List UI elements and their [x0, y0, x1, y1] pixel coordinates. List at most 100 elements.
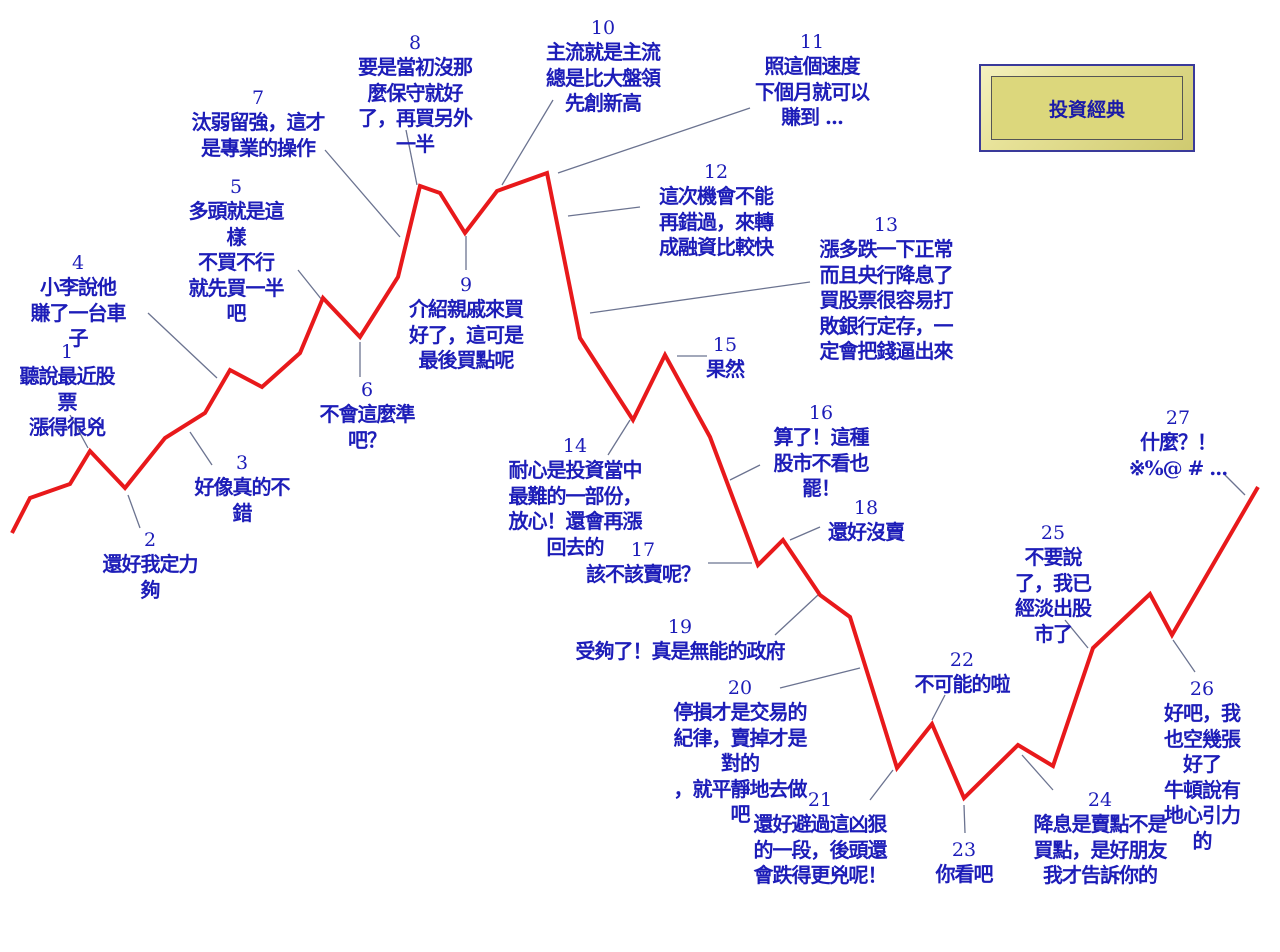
- annotation-text-line: 停損才是交易的: [673, 700, 808, 724]
- title-button-label: 投資經典: [1048, 98, 1125, 121]
- annotation-text-line: 耐心是投資當中: [508, 458, 643, 482]
- annotation-text-line: 的一段，後頭還: [753, 837, 888, 862]
- annotation-text-line: 市了: [1034, 621, 1073, 646]
- annotation-number: 18: [853, 497, 879, 519]
- leader-line-21: [869, 769, 894, 801]
- annotation-text-line: 降息是賣點不是: [1033, 812, 1168, 836]
- annotation-text-line: 這次機會不能: [659, 184, 774, 208]
- annotation-number: 26: [1189, 678, 1215, 700]
- annotation-text-line: 就先買一半: [188, 275, 285, 300]
- annotation-text-line: 回去的: [546, 534, 605, 559]
- annotation-21: 21 還好避過這凶狠 的一段，後頭還 會跌得更兇呢！: [753, 788, 888, 889]
- leader-line-4: [147, 312, 218, 379]
- annotation-text-line: 地心引力: [1164, 803, 1241, 827]
- annotation-number: 17: [630, 539, 656, 561]
- annotation-text-line: 買點，是好朋友: [1033, 837, 1168, 862]
- annotation-text-line: 不可能的啦: [914, 672, 1011, 696]
- annotation-number: 12: [703, 161, 729, 183]
- annotation-text-line: 要是當初沒那: [358, 55, 473, 79]
- annotation-10: 10 主流就是主流 總是比大盤領 先創新高: [546, 16, 661, 117]
- annotation-text-line: 放心！還會再漲: [508, 509, 643, 533]
- leader-line-26: [1172, 639, 1196, 673]
- annotation-23: 23 你看吧: [935, 838, 994, 888]
- annotation-text-line: 什麼？！: [1140, 430, 1217, 454]
- annotation-text-line: 聽說最近股: [19, 364, 116, 388]
- annotation-number: 10: [590, 17, 616, 39]
- annotation-text-line: 買股票很容易打: [819, 288, 954, 312]
- annotation-text-line: 的: [1192, 828, 1213, 853]
- annotation-text-line: 不會這麼準: [319, 402, 416, 426]
- annotation-number: 9: [459, 274, 473, 296]
- annotation-text-line: ※%@ # ...: [1128, 455, 1228, 480]
- annotation-text-line: 漲多跌一下正常: [819, 237, 954, 261]
- annotation-text-line: 受夠了！真是無能的政府: [575, 639, 786, 663]
- annotation-text-line: 一半: [396, 131, 435, 156]
- annotation-6: 6 不會這麼準 吧？: [319, 378, 416, 453]
- annotation-number: 15: [712, 334, 738, 356]
- annotation-1: 1 聽說最近股票漲得很兇: [19, 340, 116, 441]
- annotation-text-line: ，就平靜地去做: [673, 776, 808, 801]
- annotation-text-line: 夠: [140, 577, 161, 602]
- annotation-26: 26 好吧，我 也空幾張 好了 牛頓說有 地心引力的: [1164, 677, 1241, 854]
- leader-line-5: [297, 269, 323, 301]
- annotation-text-line: 還好我定力: [102, 552, 199, 576]
- annotation-text-line: 股市不看也: [773, 450, 870, 475]
- title-button[interactable]: 投資經典: [979, 64, 1195, 152]
- annotation-15: 15 果然: [706, 333, 745, 383]
- leader-line-24: [1021, 754, 1054, 791]
- annotation-text-line: 票: [57, 389, 78, 414]
- annotation-11: 11 照這個速度 下個月就可以 賺到 ...: [755, 30, 870, 131]
- leader-line-1: [69, 414, 89, 449]
- leader-line-10: [501, 99, 554, 186]
- annotation-text-line: 成融資比較快: [659, 235, 774, 259]
- annotation-text-line: 吧: [226, 301, 247, 325]
- annotation-text-line: 對的: [721, 751, 760, 775]
- annotation-number: 25: [1040, 522, 1066, 544]
- annotation-number: 23: [951, 839, 977, 861]
- annotation-text-line: 好了: [1183, 752, 1222, 776]
- annotation-text-line: 麼保守就好: [367, 80, 464, 105]
- leader-line-27: [1224, 474, 1246, 496]
- annotation-12: 12 這次機會不能 再錯過，來轉 成融資比較快: [659, 160, 774, 261]
- annotation-text-line: 再錯過，來轉: [659, 209, 774, 234]
- annotation-24: 24 降息是賣點不是 買點，是好朋友 我才告訴你的: [1033, 788, 1168, 889]
- annotation-18: 18 還好沒賣: [828, 496, 905, 546]
- annotation-number: 4: [71, 252, 85, 274]
- annotation-16: 16 算了！這種 股市不看也 罷！: [773, 401, 870, 502]
- annotation-text-line: 你看吧: [935, 862, 994, 886]
- annotation-25: 25 不要說 了，我已 經淡出股 市了: [1015, 521, 1092, 647]
- annotation-text-line: 賺了一台車: [30, 300, 127, 325]
- annotation-text-line: 好了，這可是: [409, 322, 524, 347]
- leader-line-11: [557, 107, 751, 174]
- annotation-text-line: 最難的一部份，: [508, 483, 643, 508]
- annotation-22: 22 不可能的啦: [914, 648, 1011, 698]
- annotation-14: 14 耐心是投資當中 最難的一部份， 放心！還會再漲 回去的: [508, 434, 643, 560]
- annotation-number: 24: [1087, 789, 1113, 811]
- annotation-text-line: 小李說他: [40, 275, 117, 299]
- annotation-text-line: 樣: [226, 224, 247, 249]
- annotation-text-line: 了，我已: [1015, 570, 1092, 595]
- annotation-17: 17 該不該賣呢？: [586, 538, 701, 588]
- leader-line-14: [607, 419, 631, 456]
- annotation-text-line: 還好避過這凶狠: [753, 812, 888, 836]
- annotation-20: 20 停損才是交易的 紀律，賣掉才是 對的 ，就平靜地去做吧: [673, 676, 808, 828]
- annotation-text-line: 照這個速度: [764, 54, 861, 78]
- annotation-text-line: 罷！: [802, 476, 841, 500]
- annotation-text-line: 錯: [232, 500, 253, 525]
- leader-line-25: [1064, 619, 1089, 649]
- annotation-text-line: 汰弱留強，這才: [191, 110, 326, 134]
- leader-line-22: [931, 694, 946, 721]
- leader-line-18: [789, 526, 821, 541]
- price-line: [10, 170, 1260, 802]
- leader-line-20: [779, 667, 861, 689]
- annotation-text-line: 定會把錢逼出來: [819, 339, 954, 363]
- annotation-text-line: 還好沒賣: [828, 520, 905, 544]
- annotation-text-line: 算了！這種: [773, 425, 870, 449]
- annotation-text-line: 了，再買另外: [358, 106, 473, 130]
- annotation-text-line: 不要說: [1024, 545, 1083, 569]
- annotation-text-line: 好吧，我: [1164, 701, 1241, 725]
- annotation-4: 4 小李說他 賺了一台車子: [30, 251, 127, 352]
- annotation-7: 7 汰弱留強，這才 是專業的操作: [191, 86, 326, 161]
- annotation-27: 27 什麼？！ ※%@ # ...: [1128, 406, 1228, 481]
